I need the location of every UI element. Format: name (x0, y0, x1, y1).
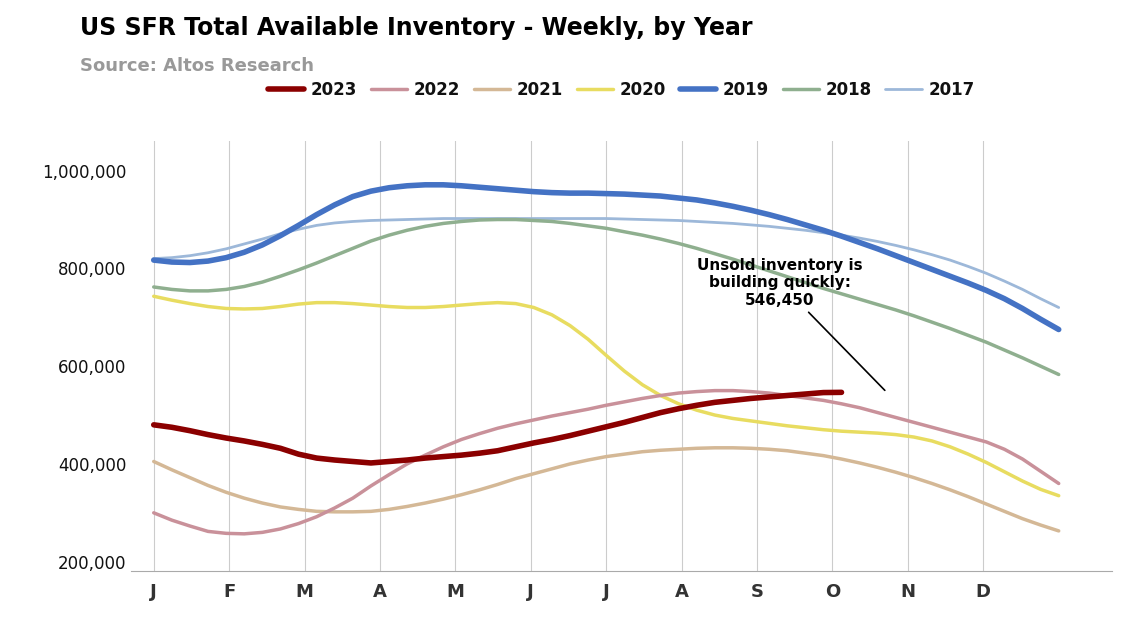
Text: Source: Altos Research: Source: Altos Research (80, 57, 314, 75)
Text: US SFR Total Available Inventory - Weekly, by Year: US SFR Total Available Inventory - Weekl… (80, 16, 752, 40)
Legend: 2023, 2022, 2021, 2020, 2019, 2018, 2017: 2023, 2022, 2021, 2020, 2019, 2018, 2017 (261, 74, 982, 106)
Text: Unsold inventory is
building quickly:
546,450: Unsold inventory is building quickly: 54… (697, 257, 885, 391)
